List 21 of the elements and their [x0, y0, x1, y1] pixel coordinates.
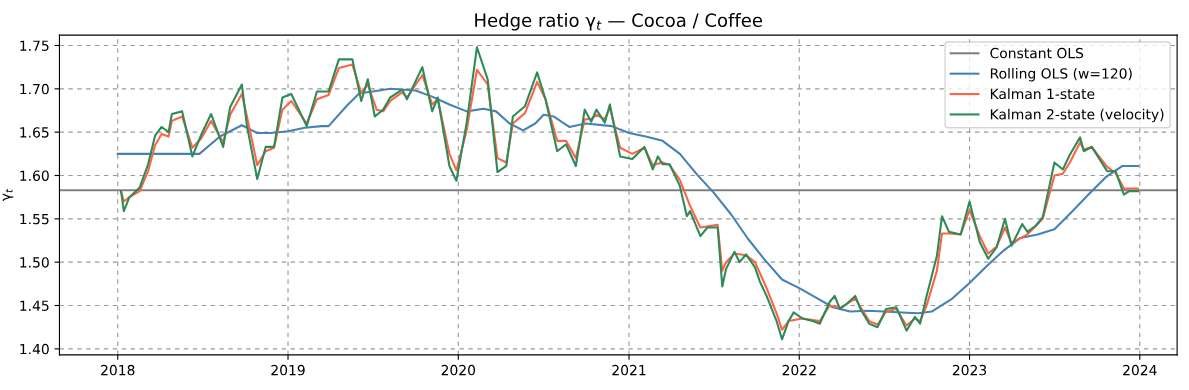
- legend-label: Rolling OLS (w=120): [990, 67, 1132, 82]
- y-tick-label: 1.40: [20, 343, 49, 355]
- y-axis-title: γ$_{t}$: [2, 188, 14, 202]
- x-tick-label: 2020: [441, 364, 476, 376]
- y-tick-label: 1.65: [20, 127, 49, 138]
- legend-label: Constant OLS: [990, 47, 1084, 59]
- y-tick-label: 1.50: [20, 257, 49, 268]
- legend-label: Kalman 2-state (velocity): [990, 108, 1164, 123]
- y-tick-label: 1.45: [20, 300, 49, 311]
- x-tick-label: 2024: [1123, 364, 1157, 376]
- y-tick-label: 1.60: [20, 170, 49, 181]
- x-tick-label: 2023: [952, 364, 987, 376]
- x-tick-label: 2021: [612, 364, 646, 376]
- x-tick-label: 2019: [271, 364, 305, 376]
- x-tick-label: 2018: [101, 364, 135, 376]
- legend-label: Kalman 1-state: [990, 88, 1095, 100]
- x-tick-label: 2022: [782, 364, 816, 376]
- y-tick-label: 1.75: [20, 40, 49, 51]
- y-tick-label: 1.70: [20, 83, 49, 95]
- chart-title: Hedge ratio γ$_{t}$ — Cocoa / Coffee: [475, 13, 763, 31]
- y-tick-label: 1.55: [20, 213, 49, 225]
